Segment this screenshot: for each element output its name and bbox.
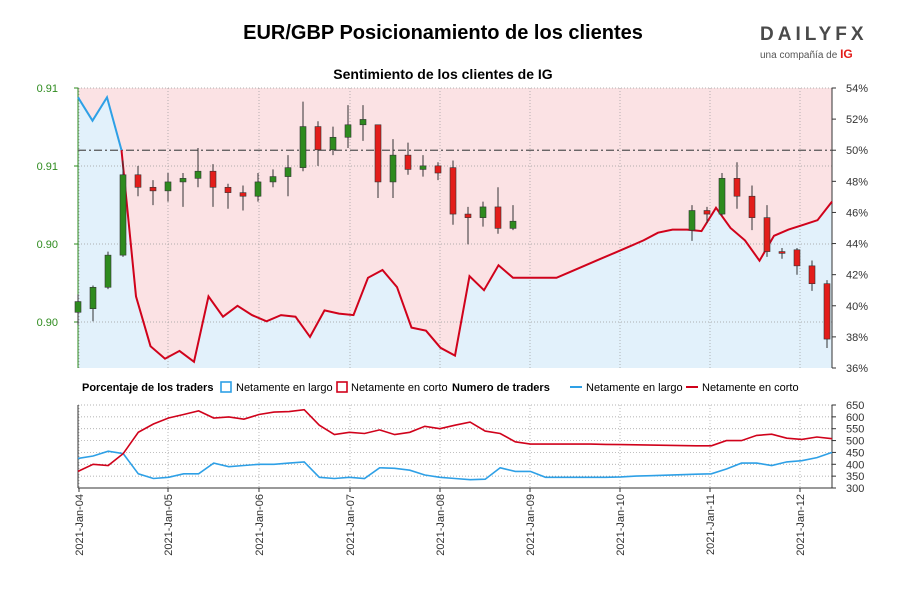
candle-body [464,213,472,218]
candle-body [419,165,427,170]
right-tick-label: 46% [846,207,868,219]
chart-title: EUR/GBP Posicionamiento de los clientes [243,22,643,44]
candle-body [224,186,232,193]
logo-tagline: una compañía de IG [760,47,870,61]
legend-count-label: Numero de traders [452,382,550,394]
candle-body [299,126,307,168]
x-tick-label: 2021-Jan-10 [615,494,627,556]
candle-body [703,210,711,215]
x-tick-label: 2021-Jan-12 [795,494,807,556]
right-tick-label: 52% [846,114,868,126]
left-tick-label: 0.91 [37,161,58,173]
candle-body [284,167,292,177]
candle-body [239,192,247,197]
candle-body [329,136,337,151]
left-tick-label: 0.90 [37,317,58,329]
candle-body [74,301,82,313]
candle-body [209,170,217,188]
candle-body [748,195,756,218]
candle-body [688,210,696,231]
candle-body [314,126,322,151]
candle-body [494,206,502,229]
logo-tagline-text: una compañía de [760,50,838,61]
logo-brand: DAILYFX [760,24,868,45]
left-tick-label: 0.91 [37,83,58,95]
x-tick-label: 2021-Jan-11 [705,494,717,555]
legend-pct-label: Porcentaje de los traders [82,382,213,394]
x-tick-label: 2021-Jan-07 [345,494,357,556]
candle-body [778,251,786,254]
candle-body [449,167,457,215]
candle-body [104,254,112,288]
right-tick-label: 40% [846,301,868,313]
legend-short-box [336,381,348,393]
right-tick-label: 42% [846,270,868,282]
candle-body [89,286,97,310]
legend-short-label: Netamente en corto [351,382,448,394]
sentiment-line-long [77,94,123,151]
candle-body [254,181,262,197]
count-line-long [77,450,833,481]
x-tick-label: 2021-Jan-09 [525,494,537,556]
candle-body [479,206,487,218]
candle-body [269,176,277,183]
long-area [78,97,832,369]
right-tick-label: 54% [846,83,868,95]
bottom-right-tick-label: 500 [846,436,864,448]
chart-subtitle: Sentimiento de los clientes de IG [333,66,553,82]
candle-body [823,283,831,340]
candle-body [164,181,172,192]
short-area [78,88,832,362]
legend-long-label: Netamente en largo [236,382,333,394]
bottom-right-tick-label: 600 [846,412,864,424]
bottom-right-tick-label: 450 [846,447,864,459]
right-tick-label: 44% [846,239,868,251]
candle-body [149,186,157,192]
candle-body [134,174,142,188]
legend-count-long-label: Netamente en largo [586,382,683,394]
candle-body [404,154,412,170]
legend-long-box [220,381,232,393]
candle-body [509,220,517,229]
bottom-right-tick-label: 400 [846,459,864,471]
x-tick-label: 2021-Jan-06 [254,494,266,556]
candle-body [733,178,741,197]
bottom-right-tick-label: 550 [846,424,864,436]
price-sentiment-panel: 0.91 0.91 0.90 0.90 54% 52% 50% 48% 46% 44% 42% 40%… [37,83,869,375]
right-tick-label: 38% [846,332,868,344]
x-axis: 2021-Jan-04 2021-Jan-05 2021-Jan-06 2021-Ja… [74,487,832,556]
candle-body [119,174,127,256]
bottom-right-tick-label: 300 [846,483,864,495]
legend-row: Porcentaje de los traders Netamente en la… [82,381,799,394]
left-tick-label: 0.90 [37,239,58,251]
bottom-right-tick-label: 350 [846,471,864,483]
candle-body [389,154,397,183]
candle-body [763,217,771,252]
legend-count-short-label: Netamente en corto [702,382,799,394]
candle-body [179,178,187,183]
candle-body [793,249,801,267]
candle-body [434,165,442,174]
candle-body [808,265,816,285]
x-tick-label: 2021-Jan-08 [435,494,447,556]
right-tick-label: 36% [846,363,868,375]
candle-body [359,119,367,126]
candle-body [374,124,382,183]
x-tick-label: 2021-Jan-05 [163,494,175,556]
bottom-right-tick-label: 650 [846,400,864,412]
logo-ig: IG [840,47,853,61]
right-tick-label: 48% [846,176,868,188]
sentiment-line-short [120,150,833,364]
x-tick-label: 2021-Jan-04 [74,494,86,556]
candle-body [718,178,726,215]
right-tick-label: 50% [846,145,868,157]
candle-body [344,124,352,138]
candle-body [194,170,202,179]
count-line-short [77,408,833,473]
dailyfx-logo: DAILYFX una compañía de IG [760,24,870,61]
